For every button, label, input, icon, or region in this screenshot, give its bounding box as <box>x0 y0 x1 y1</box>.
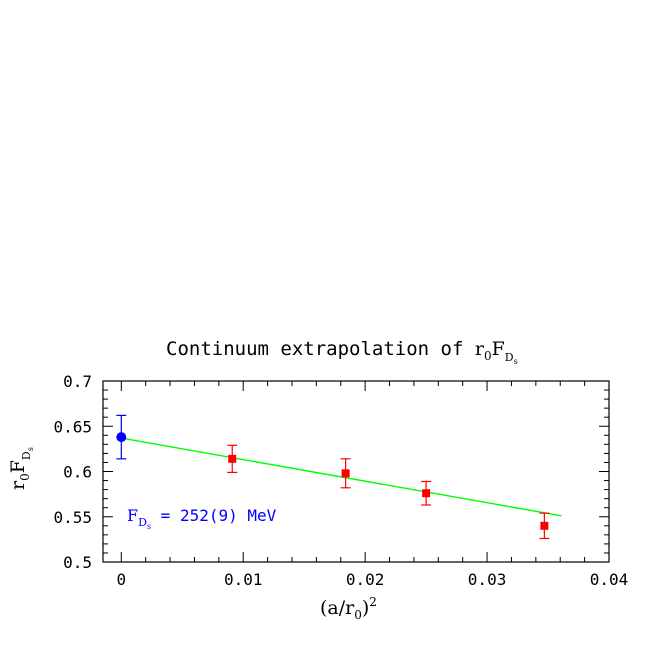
xlabel-sup: 2 <box>369 595 377 609</box>
fit-line-group <box>121 437 562 517</box>
xlabel-sub: 0 <box>354 608 362 622</box>
title-subsub: s <box>514 357 518 366</box>
annotation-text: = 252(9) MeV <box>151 506 277 525</box>
x-tick-label: 0.03 <box>468 570 507 589</box>
title-F: F <box>492 338 505 360</box>
data-point-square <box>540 521 549 530</box>
data-point-square <box>341 469 350 478</box>
y-tick-label: 0.5 <box>63 553 92 572</box>
ylabel-r: r <box>7 480 29 490</box>
title-r: r <box>475 338 485 360</box>
y-tick-label: 0.65 <box>53 417 92 436</box>
y-tick-label: 0.7 <box>63 372 92 391</box>
xlabel-prefix: (a/r <box>320 597 355 619</box>
title-subD: D <box>505 351 514 364</box>
axis-ticks <box>103 380 610 563</box>
x-tick-label: 0.02 <box>346 570 385 589</box>
axis-tick-labels: 0 0.01 0.02 0.03 0.04 0.5 0.55 0.6 0.65 0.7 <box>53 372 628 589</box>
ylabel-F: F <box>7 460 29 473</box>
y-axis-label: r0FDs <box>7 447 35 490</box>
data-point-square <box>422 489 431 498</box>
x-tick-label: 0.04 <box>590 570 629 589</box>
data-points <box>116 414 550 540</box>
data-point-square <box>228 454 237 463</box>
data-point-circle <box>116 432 127 443</box>
annotation-F: F <box>127 506 138 525</box>
ylabel-subsub: s <box>26 447 35 451</box>
y-tick-label: 0.55 <box>53 508 92 527</box>
xlabel-suffix: ) <box>362 597 369 619</box>
ylabel-sub0: 0 <box>18 473 32 481</box>
x-tick-label: 0.01 <box>224 570 263 589</box>
annotation: FDs = 252(9) MeV <box>127 506 277 531</box>
x-tick-label: 0 <box>116 570 126 589</box>
chart-title: Continuum extrapolation of r0FDs <box>166 338 518 366</box>
ylabel-subD: D <box>20 451 33 460</box>
y-tick-label: 0.6 <box>63 463 92 482</box>
fit-line <box>121 437 562 517</box>
title-sub0: 0 <box>484 349 492 363</box>
plot-frame <box>102 380 610 563</box>
title-prefix: Continuum extrapolation of <box>166 338 475 360</box>
annotation-subD: D <box>138 516 147 529</box>
x-axis-label: (a/r0)2 <box>320 595 377 622</box>
annotation-subsub: s <box>147 522 151 531</box>
